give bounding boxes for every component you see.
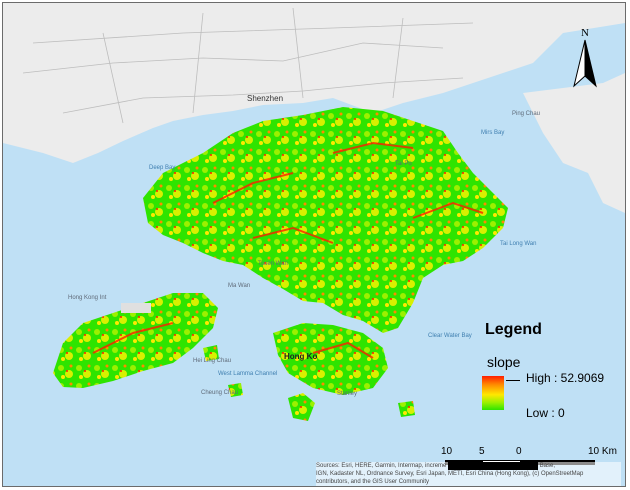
north-arrow-icon xyxy=(573,39,597,88)
place-deep-bay: Deep Bay xyxy=(149,165,176,171)
attribution-line-3: contributors, and the GIS User Community xyxy=(316,479,430,485)
lamma-slope xyxy=(288,393,315,421)
scale-label-0: 0 xyxy=(516,446,522,457)
scale-label-5: 5 xyxy=(479,446,485,457)
east-mainland-land xyxy=(523,73,625,213)
north-label: N xyxy=(581,27,589,39)
lantau-slope xyxy=(53,293,218,388)
legend: Legend slope High : 52.9069 Low : 0 xyxy=(477,321,617,431)
hong-kong-label: Hong Ko xyxy=(284,352,318,361)
place-tsuen-wan: Tsuen Wan xyxy=(258,261,288,267)
shenzhen-label: Shenzhen xyxy=(247,94,284,103)
place-ping-chau: Ping Chau xyxy=(512,111,541,117)
islet-slope-1 xyxy=(398,401,415,417)
islet-slope-2 xyxy=(203,345,219,361)
legend-color-ramp xyxy=(482,376,504,410)
legend-low-label: Low : 0 xyxy=(526,406,565,420)
legend-title: Legend xyxy=(485,321,542,338)
legend-high-label: High : 52.9069 xyxy=(526,371,605,385)
attribution-line-1: Sources: Esri, HERE, Garmin, Intermap, i… xyxy=(316,463,447,469)
scale-label-10: 10 xyxy=(441,446,453,457)
redaction-block xyxy=(448,462,539,470)
place-hei-ling-chau: Hei Ling Chau xyxy=(193,358,232,364)
place-tai-po: Tai Po xyxy=(395,161,412,167)
legend-tick xyxy=(506,380,520,381)
map-attribution: Sources: Esri, HERE, Garmin, Intermap, i… xyxy=(316,462,621,486)
place-tai-long-wan: Tai Long Wan xyxy=(500,241,537,247)
mainland-land xyxy=(3,3,625,163)
hk-island-slope xyxy=(273,323,388,395)
place-west-lamma: West Lamma Channel xyxy=(218,371,278,377)
place-hong-kong-intl: Hong Kong Int xyxy=(68,295,107,301)
attribution-line-1-end: Base, xyxy=(539,463,556,469)
place-cheung-chau: Cheung Chau xyxy=(201,390,239,396)
legend-layer-name: slope xyxy=(487,354,521,370)
airport-platform xyxy=(121,303,151,313)
slope-map[interactable] xyxy=(3,3,625,486)
scale-label-10km: 10 Km xyxy=(588,446,617,457)
islet-slope-3 xyxy=(228,383,243,397)
new-territories-slope xyxy=(143,107,508,333)
place-mirs-bay: Mirs Bay xyxy=(481,130,505,136)
attribution-line-2: IGN, Kadaster NL, Ordnance Survey, Esri … xyxy=(316,471,584,477)
place-clear-water-bay: Clear Water Bay xyxy=(428,333,472,339)
place-ma-wan: Ma Wan xyxy=(228,283,251,289)
place-stanley: Stanley xyxy=(337,391,358,397)
